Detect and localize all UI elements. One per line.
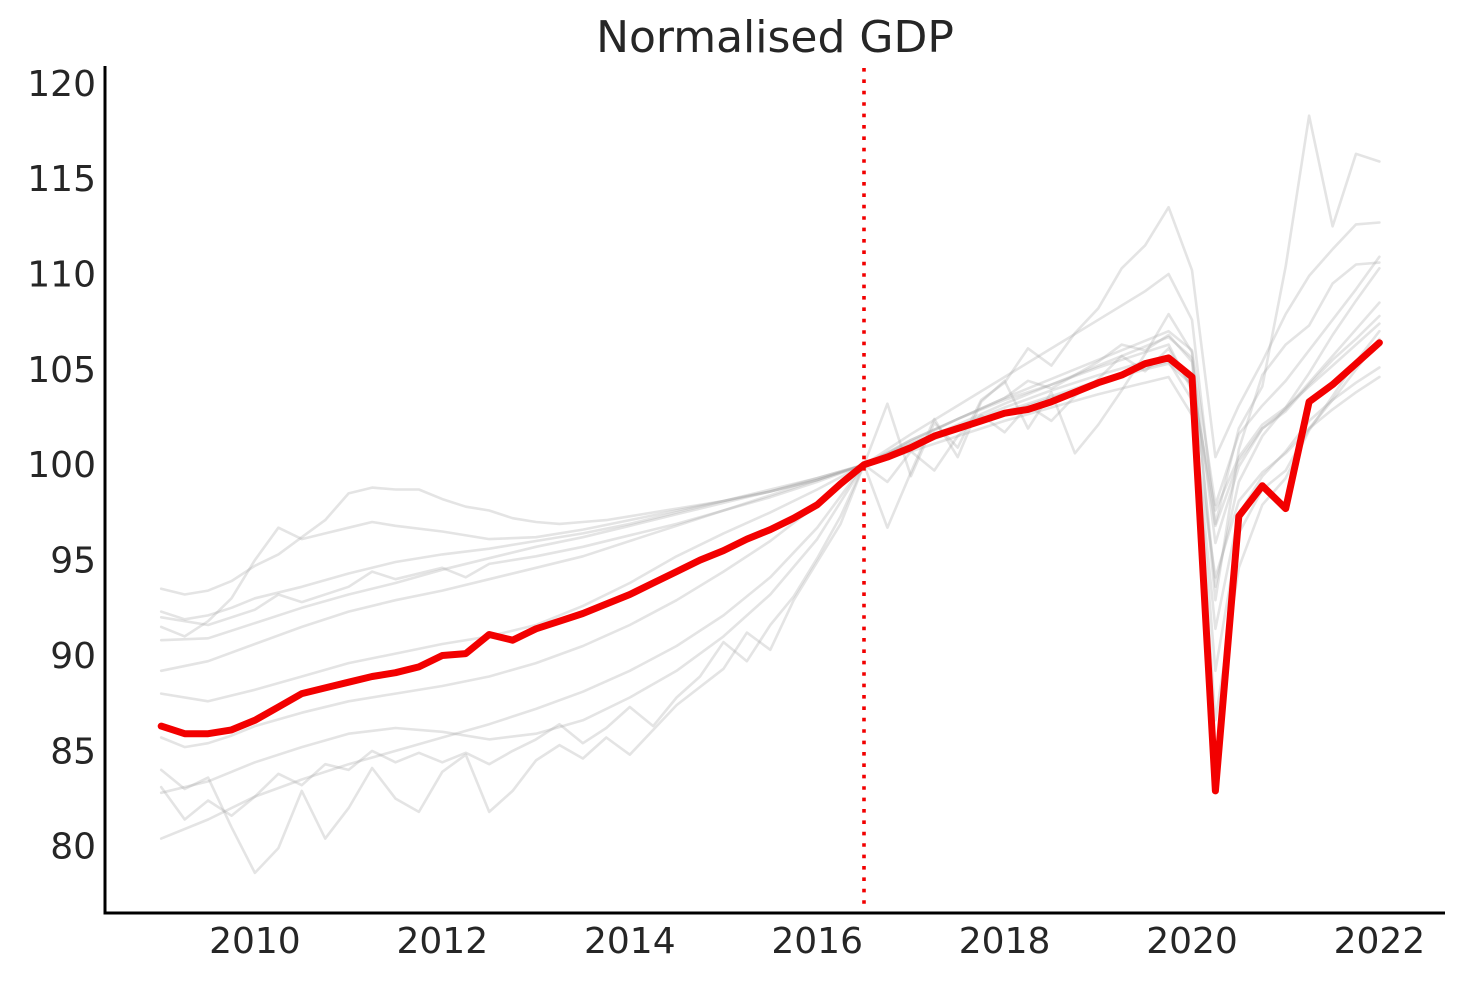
background-series-line bbox=[159, 114, 1381, 703]
y-tick-label: 115 bbox=[27, 159, 96, 200]
y-tick-label: 110 bbox=[27, 255, 96, 296]
x-tick-label: 2020 bbox=[1146, 921, 1238, 962]
highlight-series-group bbox=[157, 339, 1383, 795]
y-axis-tick-labels: 80 85 90 95 100 105 110 115 120 bbox=[27, 64, 96, 868]
y-tick-label: 90 bbox=[50, 636, 96, 677]
y-tick-label: 95 bbox=[50, 541, 96, 582]
background-series-line bbox=[159, 314, 1381, 621]
x-tick-label: 2012 bbox=[396, 921, 488, 962]
highlight-series-line bbox=[157, 339, 1383, 795]
y-tick-label: 85 bbox=[50, 731, 96, 772]
y-tick-label: 120 bbox=[27, 64, 96, 105]
x-axis-tick-labels: 2010 2012 2014 2016 2018 2020 2022 bbox=[209, 921, 1425, 962]
x-tick-label: 2010 bbox=[209, 921, 301, 962]
background-series-line bbox=[159, 261, 1381, 821]
y-tick-label: 105 bbox=[27, 350, 96, 391]
x-tick-label: 2018 bbox=[959, 921, 1051, 962]
x-tick-label: 2016 bbox=[771, 921, 863, 962]
background-series-line bbox=[159, 322, 1381, 596]
y-tick-label: 100 bbox=[27, 445, 96, 486]
x-tick-label: 2014 bbox=[584, 921, 676, 962]
background-series-line bbox=[159, 255, 1381, 642]
x-tick-label: 2022 bbox=[1334, 921, 1426, 962]
chart-title: Normalised GDP bbox=[596, 12, 954, 63]
y-tick-label: 80 bbox=[50, 827, 96, 868]
background-series-line bbox=[159, 301, 1381, 638]
